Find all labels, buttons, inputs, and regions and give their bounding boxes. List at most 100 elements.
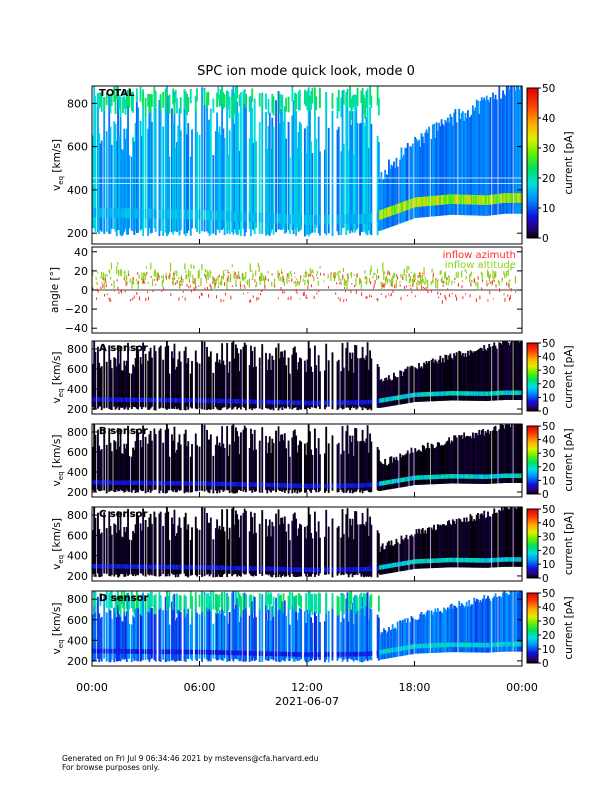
spectrogram-cell: [421, 392, 424, 397]
spectrogram-cell: [394, 376, 397, 406]
spectrogram-cell: [499, 98, 502, 215]
spectrogram-cell: [271, 651, 274, 657]
spectrogram-cell: [331, 518, 334, 578]
spectrogram-cell: [480, 474, 483, 479]
spectrogram-cell: [494, 94, 497, 215]
spectrogram-cell: [403, 201, 405, 212]
spectrogram-cell: [176, 141, 178, 233]
spectrogram-cell: [176, 98, 178, 114]
spectrogram-cell: [114, 358, 117, 410]
altitude-point: [133, 281, 135, 284]
spectrogram-cell: [509, 342, 512, 400]
spectrogram-cell: [451, 642, 454, 648]
altitude-point: [465, 276, 467, 280]
spectrogram-cell: [130, 564, 133, 569]
spectrogram-cell: [265, 352, 267, 408]
spectrogram-cell: [394, 544, 397, 573]
spectrogram-cell: [519, 86, 522, 214]
spectrogram-cell: [517, 641, 520, 647]
spectrogram-cell: [464, 642, 467, 648]
spectrogram-cell: [184, 398, 187, 403]
spectrogram-cell: [165, 507, 168, 577]
colorbar-tick-label: 30: [542, 365, 555, 377]
spectrogram-cell: [313, 215, 316, 225]
spectrogram-cell: [484, 195, 487, 205]
spectrogram-cell: [441, 391, 444, 396]
spectrogram-cell: [438, 122, 441, 216]
spectrogram-cell: [345, 651, 348, 657]
spectrogram-cell: [168, 156, 171, 232]
spectrogram-cell: [505, 593, 508, 652]
spectrogram-cell: [441, 474, 444, 479]
spectrogram-cell: [187, 481, 190, 486]
spectrogram-cell: [327, 652, 330, 657]
spectrogram-cell: [360, 608, 363, 663]
spectrogram-cell: [346, 567, 349, 572]
spectrogram-cell: [455, 352, 458, 401]
spectrogram-cell: [105, 207, 108, 218]
spectrogram-cell: [234, 510, 237, 575]
spectrogram-cell: [265, 651, 267, 656]
altitude-point: [342, 268, 345, 273]
spectrogram-cell: [474, 558, 477, 563]
spectrogram-cell: [100, 449, 103, 491]
azimuth-point: [509, 295, 511, 300]
altitude-point: [282, 275, 285, 280]
spectrogram-cell: [355, 96, 358, 111]
spectrogram-cell: [278, 595, 281, 609]
y-axis-label: veq [km/s]: [51, 518, 65, 570]
spectrogram-cell: [105, 528, 108, 574]
spectrogram-cell: [226, 481, 229, 487]
spectrogram-cell: [183, 649, 186, 655]
spectrogram-cell: [251, 350, 254, 411]
spectrogram-cell: [355, 400, 358, 405]
spectrogram-cell: [384, 208, 387, 219]
spectrogram-cell: [179, 130, 182, 231]
altitude-point: [384, 271, 386, 274]
spectrogram-cell: [346, 400, 349, 405]
azimuth-point: [214, 279, 216, 281]
spectrogram-cell: [406, 560, 409, 566]
spectrogram-cell: [460, 642, 463, 648]
altitude-point: [510, 265, 512, 271]
azimuth-point: [351, 283, 353, 285]
spectrogram-cell: [341, 509, 344, 575]
spectrogram-cell: [232, 507, 235, 575]
spectrogram-cell: [441, 357, 444, 401]
spectrogram-cell: [473, 194, 476, 205]
spectrogram-cell: [303, 483, 306, 489]
spectrogram-cell: [144, 397, 147, 403]
spectrogram-cell: [504, 507, 507, 567]
spectrogram-cell: [184, 91, 187, 104]
spectrogram-cell: [419, 559, 422, 564]
altitude-point: [198, 269, 200, 278]
spectrogram-cell: [94, 434, 97, 492]
colorbar-tick-label: 30: [542, 143, 555, 155]
spectrogram-cell: [424, 449, 427, 485]
spectrogram-cell: [406, 539, 409, 571]
spectrogram-cell: [223, 137, 226, 236]
azimuth-point: [455, 294, 457, 298]
spectrogram-cell: [352, 597, 355, 614]
spectrogram-cell: [404, 537, 407, 571]
spectrogram-cell: [184, 596, 187, 618]
azimuth-point: [133, 295, 135, 299]
spectrogram-cell: [133, 208, 136, 219]
spectrogram-cell: [482, 474, 484, 479]
spectrogram-cell: [340, 537, 343, 576]
altitude-point: [413, 272, 415, 279]
spectrogram-cell: [460, 434, 463, 484]
spectrogram-cell: [446, 194, 449, 205]
spectrogram-cell: [179, 564, 182, 570]
spectrogram-cell: [342, 618, 345, 660]
spectrogram-cell: [196, 445, 198, 492]
spectrogram-cell: [297, 131, 300, 232]
spectrogram-cell: [390, 563, 393, 568]
spectrogram-cell: [502, 390, 504, 396]
azimuth-point: [420, 275, 422, 277]
spectrogram-cell: [242, 346, 245, 408]
spectrogram-cell: [443, 391, 446, 396]
spectrogram-cell: [281, 651, 284, 657]
spectrogram-cell: [184, 209, 187, 220]
spectrogram-cell: [194, 516, 197, 576]
